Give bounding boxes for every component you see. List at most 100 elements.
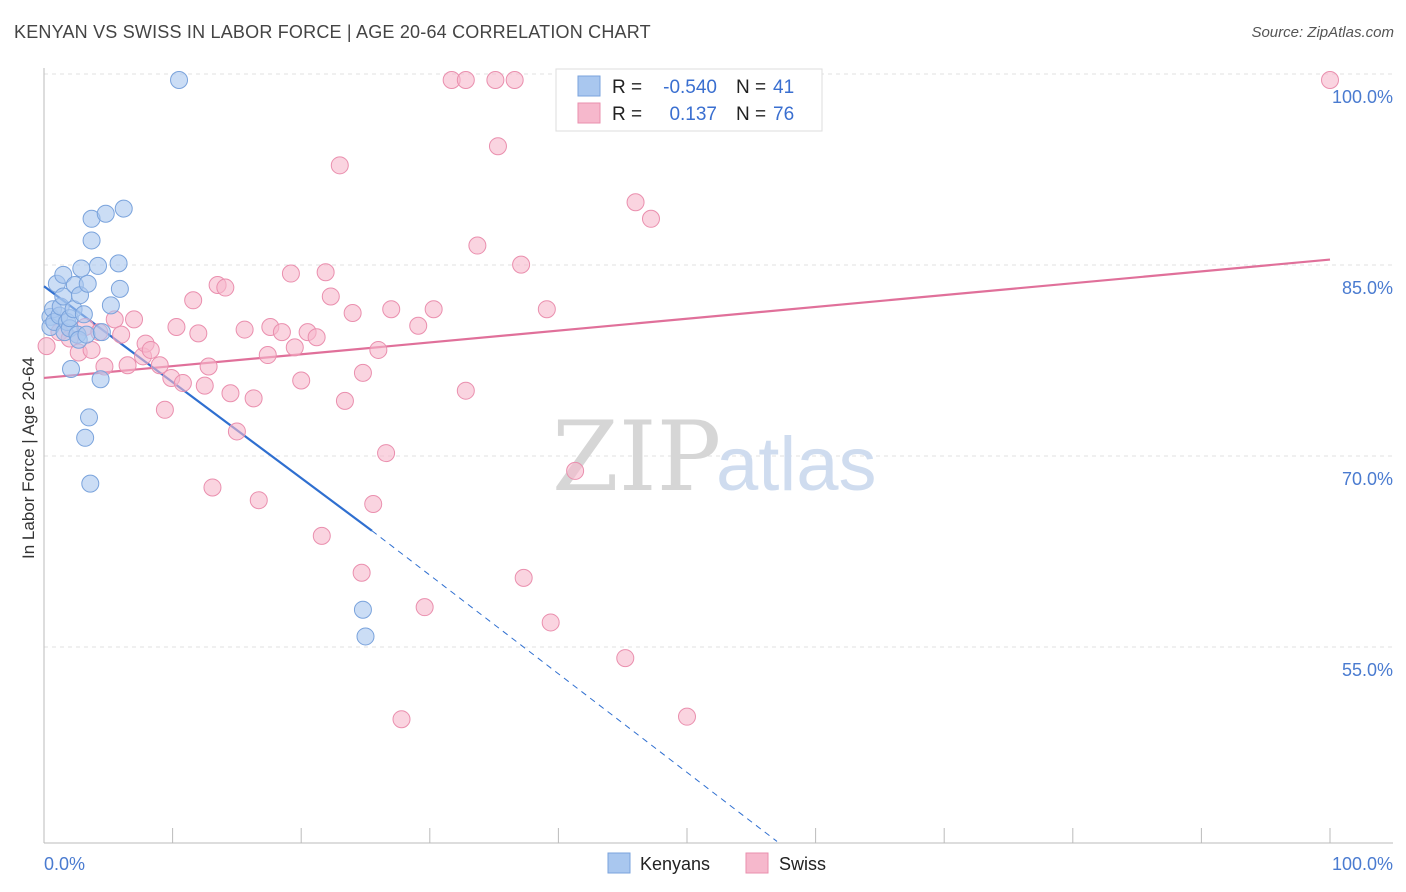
point-swiss-72: [1321, 71, 1339, 89]
point-swiss-64: [514, 568, 533, 587]
gridlines: [44, 73, 1393, 648]
point-swiss-49: [369, 340, 388, 359]
point-swiss-35: [281, 264, 300, 283]
point-kenyans-37: [353, 600, 372, 619]
point-kenyans-34: [110, 279, 129, 298]
point-kenyans-26: [82, 231, 101, 250]
legend-swatch-swiss: [577, 102, 601, 124]
y-axis-label: In Labor Force | Age 20-64: [19, 357, 38, 559]
point-swiss-26: [216, 278, 235, 297]
legend: R = -0.540 N = 41 R = 0.137 N = 76: [555, 68, 823, 132]
point-swiss-46: [352, 563, 371, 582]
point-swiss-23: [199, 357, 218, 376]
point-swiss-66: [541, 613, 560, 632]
point-swiss-0: [37, 337, 56, 356]
point-swiss-67: [566, 461, 585, 480]
point-kenyans-32: [101, 296, 120, 315]
point-swiss-34: [272, 323, 291, 342]
legend-n-label-kenyans: N =: [736, 77, 766, 98]
point-kenyans-38: [356, 627, 375, 646]
x-tick-label-max: 100.0%: [1332, 854, 1393, 874]
point-swiss-30: [244, 389, 263, 408]
data-points: [37, 71, 1339, 729]
y-tick-label-1: 85.0%: [1342, 278, 1393, 298]
legend-r-label-kenyans: R =: [612, 77, 642, 98]
point-swiss-60: [486, 71, 505, 89]
point-kenyans-23: [78, 274, 97, 293]
point-swiss-21: [189, 324, 208, 343]
watermark: ZIP atlas: [552, 401, 877, 513]
point-kenyans-21: [76, 428, 95, 447]
point-swiss-63: [512, 255, 531, 274]
point-kenyans-28: [89, 256, 108, 275]
point-kenyans-20: [74, 305, 93, 324]
point-swiss-61: [488, 137, 507, 156]
point-swiss-16: [155, 400, 174, 419]
trend-line-swiss: [43, 258, 1331, 380]
bottom-legend: Kenyans Swiss: [607, 852, 826, 874]
x-tick-label-min: 0.0%: [44, 854, 85, 874]
point-swiss-51: [382, 300, 401, 319]
point-swiss-54: [415, 598, 434, 617]
watermark-atlas: atlas: [716, 422, 877, 507]
point-swiss-36: [285, 338, 304, 357]
legend-r-value-swiss: 0.137: [669, 104, 717, 125]
point-swiss-20: [184, 291, 203, 310]
legend-r-value-kenyans: -0.540: [663, 77, 717, 98]
point-swiss-27: [221, 384, 240, 403]
point-kenyans-22: [77, 325, 96, 344]
bottom-legend-swatch-kenyans: [607, 852, 631, 874]
point-swiss-18: [167, 318, 186, 337]
bottom-legend-kenyans: Kenyans: [640, 854, 710, 874]
point-swiss-19: [173, 374, 192, 393]
point-swiss-10: [118, 356, 137, 375]
y-tick-label-3: 55.0%: [1342, 660, 1393, 680]
chart-title: KENYAN VS SWISS IN LABOR FORCE | AGE 20-…: [14, 22, 651, 42]
point-swiss-48: [364, 495, 383, 514]
watermark-zip: ZIP: [552, 401, 721, 513]
point-kenyans-19: [72, 259, 91, 278]
point-swiss-59: [468, 236, 487, 255]
point-kenyans-25: [81, 474, 100, 493]
point-swiss-15: [150, 356, 169, 375]
point-kenyans-30: [92, 323, 111, 342]
point-kenyans-35: [114, 199, 133, 218]
point-swiss-37: [292, 371, 311, 390]
point-swiss-57: [456, 381, 475, 400]
point-swiss-9: [112, 325, 131, 344]
trend-lines: [43, 258, 1331, 842]
series-swiss: [37, 71, 1339, 729]
legend-swatch-kenyans: [577, 75, 601, 97]
point-swiss-14: [141, 340, 160, 359]
point-swiss-24: [203, 478, 222, 497]
point-swiss-53: [409, 316, 428, 335]
point-swiss-22: [195, 376, 214, 395]
point-kenyans-36: [170, 71, 189, 89]
legend-n-label-swiss: N =: [736, 104, 766, 125]
series-kenyans: [41, 71, 375, 646]
bottom-legend-swiss: Swiss: [779, 854, 826, 874]
point-swiss-44: [335, 391, 354, 410]
point-swiss-41: [316, 263, 335, 282]
point-swiss-62: [505, 71, 524, 89]
trend-line-kenyans-extrapolated: [371, 530, 778, 842]
point-swiss-55: [424, 300, 443, 319]
point-swiss-68: [616, 649, 635, 668]
point-swiss-45: [343, 304, 362, 323]
point-kenyans-31: [96, 204, 115, 223]
point-swiss-69: [626, 193, 645, 212]
point-swiss-50: [377, 444, 396, 463]
legend-r-label-swiss: R =: [612, 104, 642, 125]
point-swiss-70: [641, 209, 660, 228]
point-swiss-31: [249, 491, 268, 510]
point-kenyans-8: [54, 265, 73, 284]
point-swiss-28: [227, 422, 246, 441]
y-tick-label-2: 70.0%: [1342, 469, 1393, 489]
point-swiss-52: [392, 710, 411, 729]
point-swiss-40: [312, 526, 331, 545]
point-swiss-47: [353, 363, 372, 382]
point-swiss-65: [537, 300, 556, 319]
point-swiss-39: [307, 328, 326, 347]
point-swiss-32: [258, 346, 277, 365]
